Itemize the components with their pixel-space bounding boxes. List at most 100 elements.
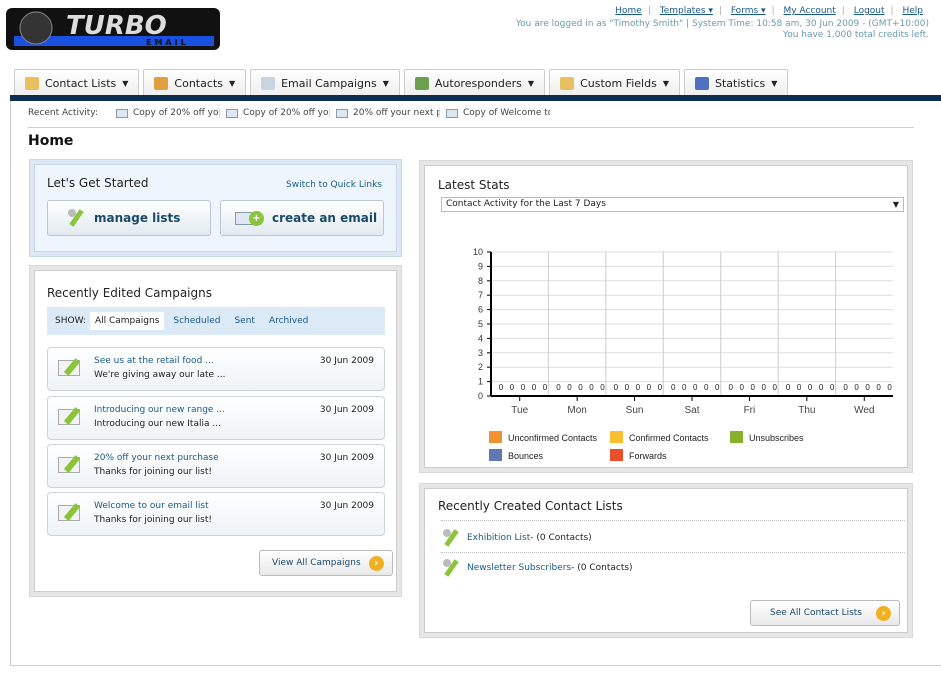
turbo-email-logo: TURBO EMAIL <box>6 8 220 50</box>
main-nav: Contact Lists ▼ Contacts ▼ Email Campaigns… <box>14 69 789 96</box>
recent-item[interactable]: Copy of 20% off yo <box>220 108 330 118</box>
y-tick-label: 6 <box>478 305 483 315</box>
y-tick-label: 1 <box>478 377 483 387</box>
data-label: 0 <box>556 383 561 392</box>
recent-activity: Recent Activity: Copy of 20% off yo Copy… <box>28 108 550 118</box>
campaign-edit-icon <box>58 409 80 425</box>
see-all-contact-lists-button[interactable]: See All Contact Lists › <box>750 600 900 626</box>
credits-info: You have 1,000 total credits left. <box>782 30 929 40</box>
data-label: 0 <box>543 383 548 392</box>
legend-swatch <box>489 431 502 443</box>
filter-sent[interactable]: Sent <box>234 316 255 326</box>
data-label: 0 <box>865 383 870 392</box>
button-label: See All Contact Lists <box>770 608 862 618</box>
recent-item[interactable]: 20% off your next p <box>330 108 440 118</box>
divider <box>441 520 905 521</box>
campaign-item[interactable]: Introducing our new range ... Introducing… <box>47 396 385 440</box>
tab-label: Statistics <box>714 76 766 90</box>
data-label: 0 <box>682 383 687 392</box>
campaign-title[interactable]: See us at the retail food ... <box>94 356 214 366</box>
tab-autoresponders[interactable]: Autoresponders ▼ <box>403 69 546 96</box>
tab-email-campaigns[interactable]: Email Campaigns ▼ <box>250 69 400 96</box>
help-link[interactable]: Help <box>902 6 923 16</box>
legend-swatch <box>610 431 623 443</box>
panel-title: Let's Get Started <box>47 176 149 190</box>
tab-label: Contact Lists <box>45 76 117 90</box>
recent-item-label: 20% off your next p <box>353 108 440 118</box>
data-label: 0 <box>614 383 619 392</box>
button-label: manage lists <box>94 211 181 225</box>
tab-custom-fields[interactable]: Custom Fields ▼ <box>549 69 680 96</box>
data-label: 0 <box>625 383 630 392</box>
y-tick-label: 7 <box>478 290 483 300</box>
recent-item[interactable]: Copy of 20% off yo <box>110 108 220 118</box>
contact-list-link[interactable]: Newsletter Subscribers <box>467 563 572 573</box>
caret-down-icon: ▼ <box>382 78 389 88</box>
y-tick-label: 5 <box>478 319 483 329</box>
x-tick-label: Wed <box>854 405 874 416</box>
campaign-title[interactable]: Introducing our new range ... <box>94 405 225 415</box>
filter-scheduled[interactable]: Scheduled <box>173 316 221 326</box>
campaign-edit-icon <box>58 360 80 376</box>
y-tick-label: 10 <box>473 247 483 257</box>
manage-lists-icon <box>66 207 86 229</box>
envelope-icon <box>116 108 128 118</box>
switch-quick-links-link[interactable]: Switch to Quick Links <box>286 180 382 190</box>
data-label: 0 <box>786 383 791 392</box>
tab-contact-lists[interactable]: Contact Lists ▼ <box>14 69 140 96</box>
data-label: 0 <box>797 383 802 392</box>
logout-link[interactable]: Logout <box>853 6 885 16</box>
campaign-title[interactable]: 20% off your next purchase <box>94 453 219 463</box>
view-all-campaigns-button[interactable]: View All Campaigns › <box>259 550 393 576</box>
manage-lists-button[interactable]: manage lists <box>47 200 211 236</box>
home-link[interactable]: Home <box>615 6 642 16</box>
latest-stats-panel: Latest Stats Contact Activity for the La… <box>419 160 913 473</box>
envelope-icon <box>226 108 238 118</box>
svg-text:TURBO: TURBO <box>66 11 167 41</box>
custom-fields-icon <box>560 76 575 90</box>
data-label: 0 <box>728 383 733 392</box>
recent-item-label: Copy of Welcome to <box>463 108 550 118</box>
create-email-button[interactable]: + create an email <box>220 200 384 236</box>
y-tick-label: 3 <box>478 348 483 358</box>
tab-contacts[interactable]: Contacts ▼ <box>143 69 247 96</box>
contact-list-link[interactable]: Exhibition List <box>467 533 531 543</box>
campaign-item[interactable]: See us at the retail food ... We're givin… <box>47 347 385 391</box>
caret-down-icon: ▼ <box>892 200 899 209</box>
my-account-link[interactable]: My Account <box>783 6 836 16</box>
panel-title: Recently Created Contact Lists <box>438 499 623 513</box>
divider <box>28 127 914 128</box>
data-label: 0 <box>578 383 583 392</box>
contacts-icon <box>154 76 169 90</box>
data-label: 0 <box>739 383 744 392</box>
y-tick-label: 8 <box>478 276 483 286</box>
content-frame <box>10 101 941 666</box>
data-label: 0 <box>671 383 676 392</box>
campaign-item[interactable]: 20% off your next purchase Thanks for joi… <box>47 444 385 488</box>
filter-archived[interactable]: Archived <box>268 316 309 326</box>
forms-link[interactable]: Forms ▾ <box>730 6 766 16</box>
stats-period-select[interactable]: Contact Activity for the Last 7 Days ▼ <box>441 197 904 212</box>
campaign-edit-icon <box>58 457 80 473</box>
legend-label: Unconfirmed Contacts <box>508 433 598 443</box>
caret-down-icon: ▼ <box>122 78 129 88</box>
legend-swatch <box>489 449 502 461</box>
page-title: Home <box>28 133 74 149</box>
tab-statistics[interactable]: Statistics ▼ <box>683 69 789 96</box>
y-tick-label: 4 <box>478 333 483 343</box>
data-label: 0 <box>715 383 720 392</box>
campaigns-panel: Recently Edited Campaigns SHOW: All Camp… <box>29 265 402 597</box>
button-label: create an email <box>272 211 378 225</box>
data-label: 0 <box>808 383 813 392</box>
data-label: 0 <box>843 383 848 392</box>
filter-all-campaigns[interactable]: All Campaigns <box>89 312 165 330</box>
legend-label: Bounces <box>508 451 544 461</box>
legend-swatch <box>610 449 623 461</box>
data-label: 0 <box>854 383 859 392</box>
x-tick-label: Thu <box>798 405 815 416</box>
campaign-item[interactable]: Welcome to our email list Thanks for join… <box>47 492 385 536</box>
recent-item[interactable]: Copy of Welcome to <box>440 108 550 118</box>
templates-link[interactable]: Templates ▾ <box>659 6 713 16</box>
contact-list-icon <box>441 527 461 549</box>
campaign-title[interactable]: Welcome to our email list <box>94 501 209 511</box>
